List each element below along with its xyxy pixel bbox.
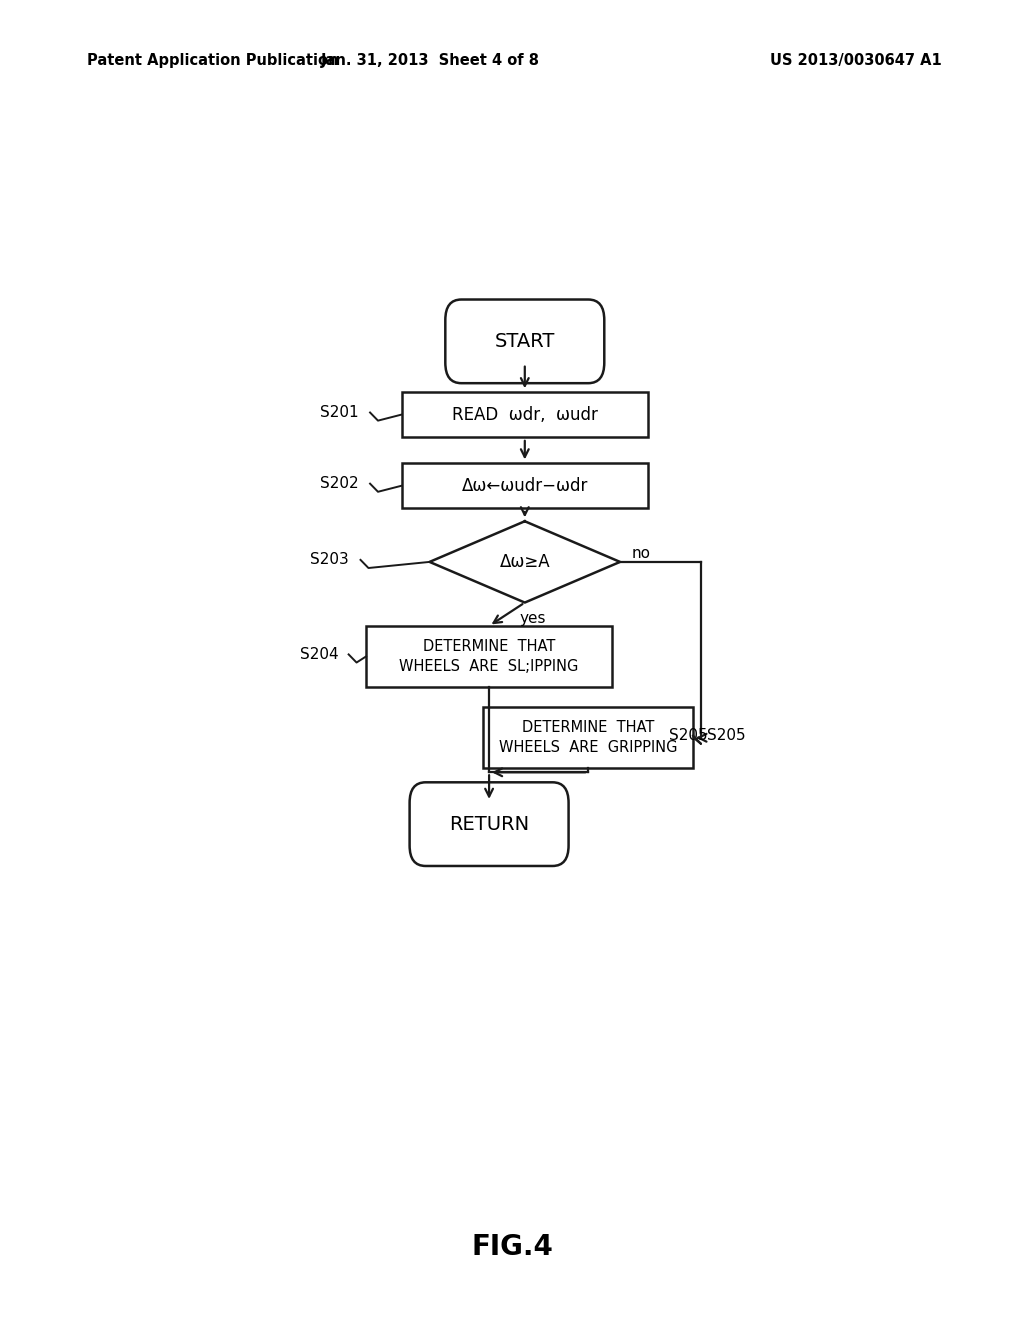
- Text: S203: S203: [310, 552, 348, 568]
- Text: FIG.4: FIG.4: [471, 1233, 553, 1262]
- Text: S201: S201: [319, 405, 358, 420]
- Text: Δω≥A: Δω≥A: [500, 553, 550, 572]
- Text: Jan. 31, 2013  Sheet 4 of 8: Jan. 31, 2013 Sheet 4 of 8: [321, 53, 540, 67]
- Text: S205: S205: [669, 729, 708, 743]
- Bar: [401, 392, 648, 437]
- FancyBboxPatch shape: [445, 300, 604, 383]
- Text: READ  ωdr,  ωudr: READ ωdr, ωudr: [452, 405, 598, 424]
- Text: RETURN: RETURN: [450, 814, 529, 834]
- Bar: [483, 708, 693, 768]
- FancyBboxPatch shape: [410, 783, 568, 866]
- Text: DETERMINE  THAT
WHEELS  ARE  SL;IPPING: DETERMINE THAT WHEELS ARE SL;IPPING: [399, 639, 579, 673]
- Text: S205: S205: [708, 729, 745, 743]
- Text: S204: S204: [300, 647, 338, 661]
- Bar: [401, 463, 648, 508]
- Text: DETERMINE  THAT
WHEELS  ARE  GRIPPING: DETERMINE THAT WHEELS ARE GRIPPING: [499, 721, 678, 755]
- Text: yes: yes: [519, 611, 546, 626]
- Text: S202: S202: [319, 477, 358, 491]
- Text: no: no: [632, 546, 651, 561]
- Text: Patent Application Publication: Patent Application Publication: [87, 53, 339, 67]
- Text: Δω←ωudr−ωdr: Δω←ωudr−ωdr: [462, 477, 588, 495]
- Text: START: START: [495, 331, 555, 351]
- Bar: [367, 626, 612, 686]
- Polygon shape: [430, 521, 620, 602]
- Text: US 2013/0030647 A1: US 2013/0030647 A1: [770, 53, 942, 67]
